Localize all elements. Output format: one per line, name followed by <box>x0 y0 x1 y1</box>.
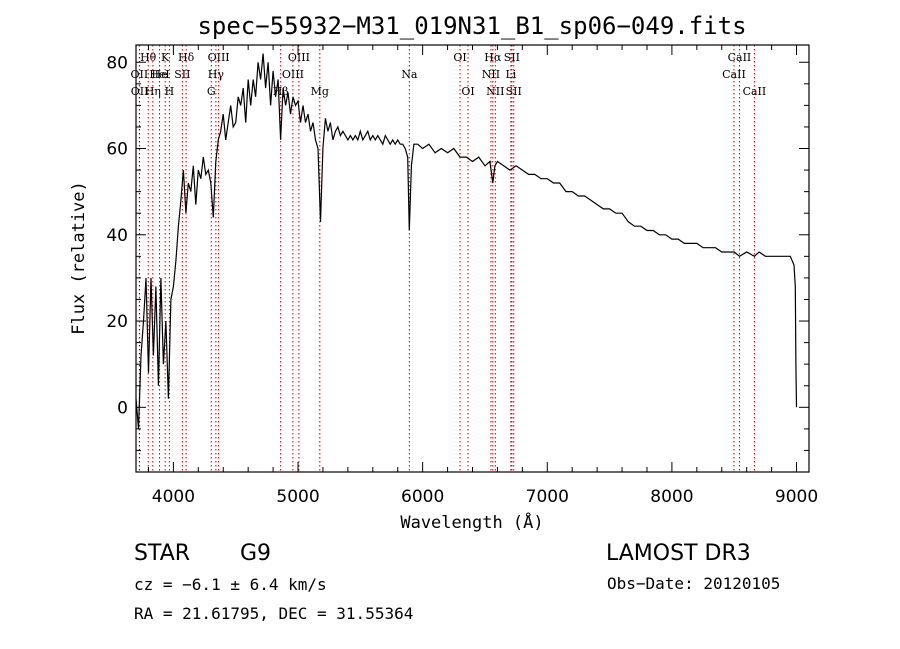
line-label: OI <box>461 85 474 98</box>
spectrum-series <box>135 53 798 429</box>
line-label: CaII <box>743 85 767 98</box>
line-label: SII <box>174 68 190 81</box>
line-label: OI <box>453 51 466 64</box>
x-axis-label: Wavelength (Å) <box>400 511 543 533</box>
line-label: Hγ <box>208 68 225 81</box>
line-label: OII <box>131 85 149 98</box>
y-tick-label: 40 <box>106 226 128 246</box>
line-label: Mg <box>311 85 329 98</box>
coordinates: RA = 21.61795, DEC = 31.55364 <box>134 604 413 623</box>
redshift-cz: cz = −6.1 ± 6.4 km/s <box>134 575 327 594</box>
line-label: G <box>207 85 216 98</box>
y-tick-label: 80 <box>106 53 128 73</box>
line-label: Hη <box>145 85 161 98</box>
line-label: Li <box>505 68 516 81</box>
line-label: SII <box>504 51 520 64</box>
line-label: He <box>152 68 168 81</box>
line-label: OIII <box>282 68 304 81</box>
line-label: K <box>161 51 170 64</box>
line-label: H <box>165 85 175 98</box>
y-tick-label: 60 <box>106 140 128 160</box>
line-label: OIII <box>288 51 310 64</box>
y-tick-label: 0 <box>117 398 128 418</box>
line-label: OII <box>131 68 149 81</box>
object-class: STAR <box>134 541 190 566</box>
chart-title: spec−55932−M31_019N31_B1_sp06−049.fits <box>197 12 746 40</box>
line-label: Hδ <box>178 51 195 64</box>
line-label: NII <box>482 68 500 81</box>
y-axis-label: Flux (relative) <box>69 181 89 335</box>
object-subclass: G9 <box>240 541 271 566</box>
line-label: HeI <box>149 68 169 81</box>
line-label: OIII <box>208 51 230 64</box>
y-tick-label: 20 <box>106 312 128 332</box>
x-tick-label: 7000 <box>526 487 569 507</box>
line-label: CaII <box>728 51 752 64</box>
line-label: Na <box>401 68 418 81</box>
x-tick-label: 5000 <box>276 487 319 507</box>
line-label: CaII <box>722 68 746 81</box>
observation-date: Obs−Date: 20120105 <box>607 574 780 593</box>
line-label: SII <box>506 85 522 98</box>
x-axis-ticks: 4000 5000 6000 7000 8000 9000 <box>147 45 818 507</box>
survey-name: LAMOST DR3 <box>606 541 751 566</box>
x-tick-label: 4000 <box>152 487 195 507</box>
x-tick-label: 8000 <box>650 487 693 507</box>
y-axis-ticks: 0 20 40 60 80 <box>106 53 809 451</box>
line-label: Hα <box>484 51 502 64</box>
x-tick-label: 6000 <box>401 487 444 507</box>
line-label: Hθ <box>140 51 157 64</box>
spectral-line-markers <box>138 45 755 472</box>
line-label: NII <box>486 85 504 98</box>
x-tick-label: 9000 <box>775 487 818 507</box>
